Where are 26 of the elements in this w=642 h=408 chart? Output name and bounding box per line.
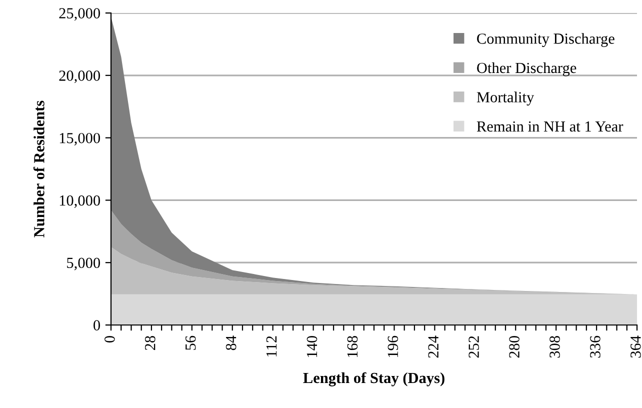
legend-label: Remain in NH at 1 Year [476,121,624,132]
legend-label: Other Discharge [477,62,576,76]
y-tick-label: 15,000 [60,132,100,146]
x-tick-label: 224 [428,336,438,358]
x-tick-label: 140 [306,336,318,357]
y-tick-label: 25,000 [59,8,100,21]
x-axis-title: Length of Stay (Days) [303,372,444,386]
x-tick-label: 196 [388,336,398,357]
x-tick-label: 0 [104,336,115,342]
legend-label: Mortality [476,92,534,106]
y-tick-label: 10,000 [60,195,100,208]
x-tick-label: 168 [347,336,358,357]
y-tick-label: 0 [94,320,100,330]
x-tick-label: 28 [144,336,156,350]
x-tick-label: 336 [590,336,600,358]
y-tick-label: 20,000 [59,70,100,84]
x-tick-label: 252 [468,336,479,358]
y-tick-label: 5,000 [67,258,100,270]
x-tick-label: 364 [630,336,641,358]
x-tick-label: 280 [509,336,520,358]
legend-label: Community Discharge [477,33,614,47]
x-tick-label: 112 [266,336,277,356]
x-tick-label: 84 [226,336,236,350]
y-axis-title: Number of Residents [33,100,44,238]
x-tick-label: 56 [185,336,196,350]
x-tick-label: 308 [550,336,560,358]
